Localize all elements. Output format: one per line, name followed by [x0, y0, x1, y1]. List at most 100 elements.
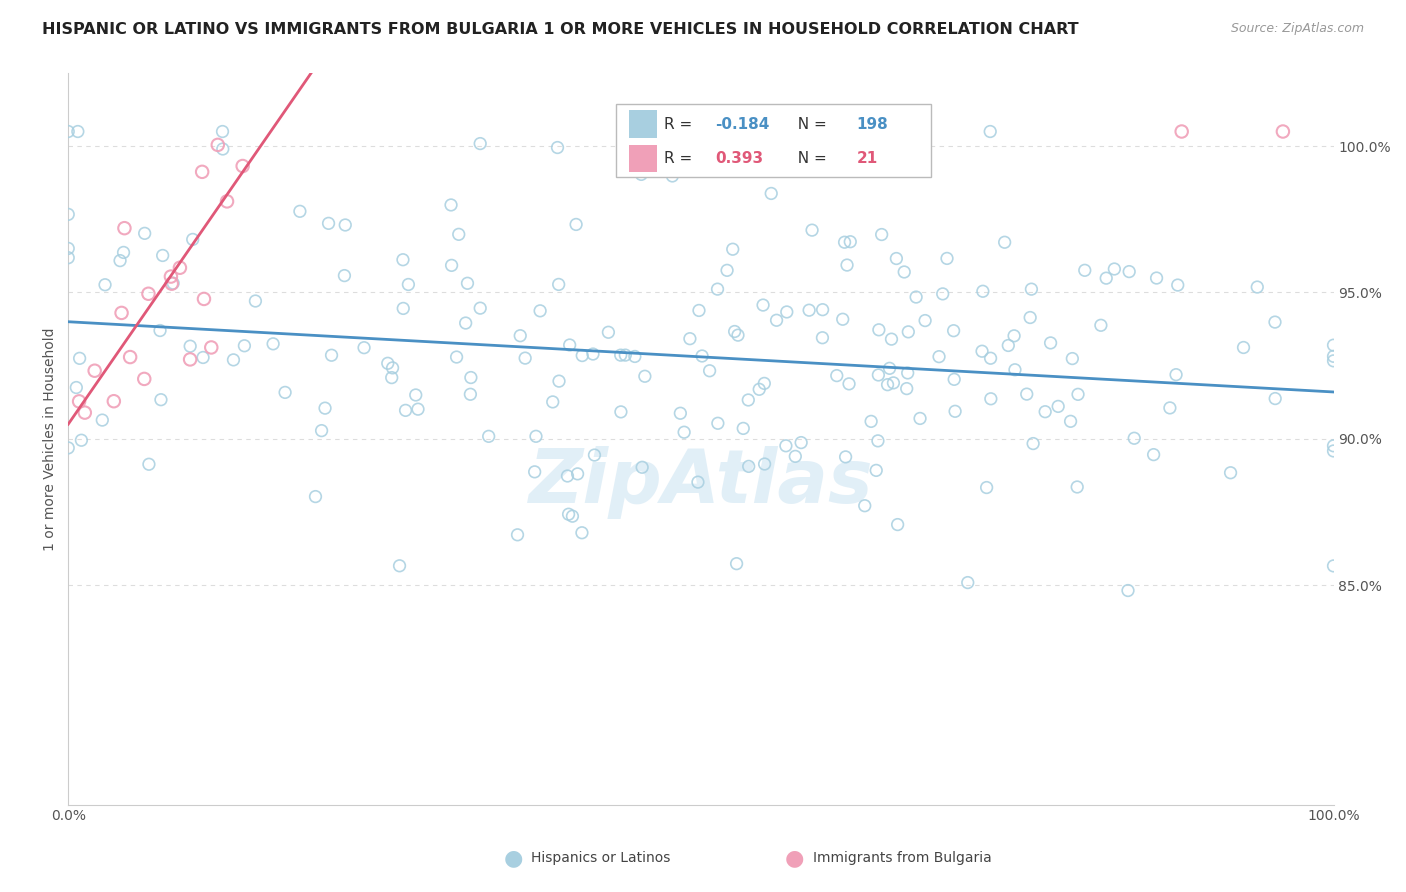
Point — [181, 232, 204, 246]
Text: R =: R = — [664, 117, 697, 132]
Point — [321, 348, 343, 362]
Point — [1021, 282, 1043, 296]
Point — [1067, 387, 1090, 401]
Point — [754, 457, 776, 471]
Point — [1159, 401, 1181, 415]
Point — [162, 277, 184, 291]
Point — [392, 252, 415, 267]
Point — [1066, 480, 1088, 494]
Point — [661, 169, 683, 183]
Point — [834, 235, 856, 250]
Point — [1104, 262, 1126, 277]
Point — [679, 332, 702, 346]
Point — [405, 388, 427, 402]
Point — [737, 392, 759, 407]
Point — [908, 411, 931, 425]
Point — [686, 475, 709, 489]
Point — [571, 349, 593, 363]
Point — [211, 124, 233, 138]
Point — [211, 142, 233, 156]
Point — [470, 301, 492, 315]
Point — [865, 463, 887, 477]
Point — [58, 251, 80, 265]
Point — [897, 366, 920, 380]
Point — [838, 376, 860, 391]
Point — [1033, 405, 1056, 419]
Point — [114, 221, 136, 235]
Point — [314, 401, 336, 416]
Text: R =: R = — [664, 151, 697, 166]
Point — [1062, 351, 1084, 366]
Text: ●: ● — [785, 848, 804, 868]
Point — [134, 227, 156, 241]
Point — [765, 313, 787, 327]
Point — [381, 370, 404, 384]
Point — [548, 374, 571, 388]
Point — [396, 277, 419, 292]
Point — [179, 339, 201, 353]
Point — [191, 351, 214, 365]
Point — [1219, 466, 1241, 480]
Point — [193, 292, 215, 306]
Point — [610, 405, 633, 419]
Point — [1004, 363, 1026, 377]
Text: ●: ● — [503, 848, 523, 868]
Point — [942, 324, 965, 338]
Point — [980, 351, 1002, 366]
Point — [943, 372, 966, 386]
Point — [557, 507, 579, 521]
Point — [215, 194, 238, 209]
Point — [1170, 124, 1192, 138]
Point — [394, 403, 416, 417]
Point — [152, 248, 174, 262]
Point — [976, 481, 998, 495]
Point — [406, 402, 429, 417]
Point — [1019, 310, 1042, 325]
Point — [727, 328, 749, 343]
Point — [377, 356, 399, 370]
Point — [69, 351, 91, 366]
Point — [775, 439, 797, 453]
Point — [970, 344, 993, 359]
Point — [1047, 400, 1070, 414]
Point — [565, 218, 588, 232]
Point — [67, 394, 90, 409]
Point — [191, 165, 214, 179]
Point — [200, 341, 222, 355]
Text: N =: N = — [789, 117, 832, 132]
Point — [1039, 335, 1062, 350]
Point — [120, 350, 142, 364]
Point — [112, 245, 135, 260]
Point — [392, 301, 415, 316]
Point — [886, 517, 908, 532]
Text: N =: N = — [789, 151, 832, 166]
Text: Immigrants from Bulgaria: Immigrants from Bulgaria — [813, 851, 991, 865]
Point — [557, 469, 579, 483]
Point — [440, 258, 463, 272]
Point — [70, 434, 93, 448]
Point — [460, 387, 482, 401]
Point — [839, 235, 862, 249]
Point — [848, 124, 870, 138]
Point — [797, 303, 820, 318]
Point — [1118, 264, 1140, 278]
Point — [388, 558, 411, 573]
Point — [1015, 387, 1038, 401]
Point — [91, 413, 114, 427]
Point — [994, 235, 1017, 250]
Point — [583, 448, 606, 462]
Point — [790, 435, 813, 450]
Point — [207, 137, 229, 152]
Point — [149, 324, 172, 338]
Point — [896, 382, 918, 396]
Point — [931, 286, 953, 301]
Point — [979, 124, 1001, 138]
Point — [138, 286, 160, 301]
Point — [631, 460, 654, 475]
Text: Hispanics or Latinos: Hispanics or Latinos — [531, 851, 671, 865]
Point — [690, 349, 713, 363]
Point — [1146, 271, 1168, 285]
Point — [138, 457, 160, 471]
Point — [1090, 318, 1112, 333]
Point — [761, 186, 783, 201]
